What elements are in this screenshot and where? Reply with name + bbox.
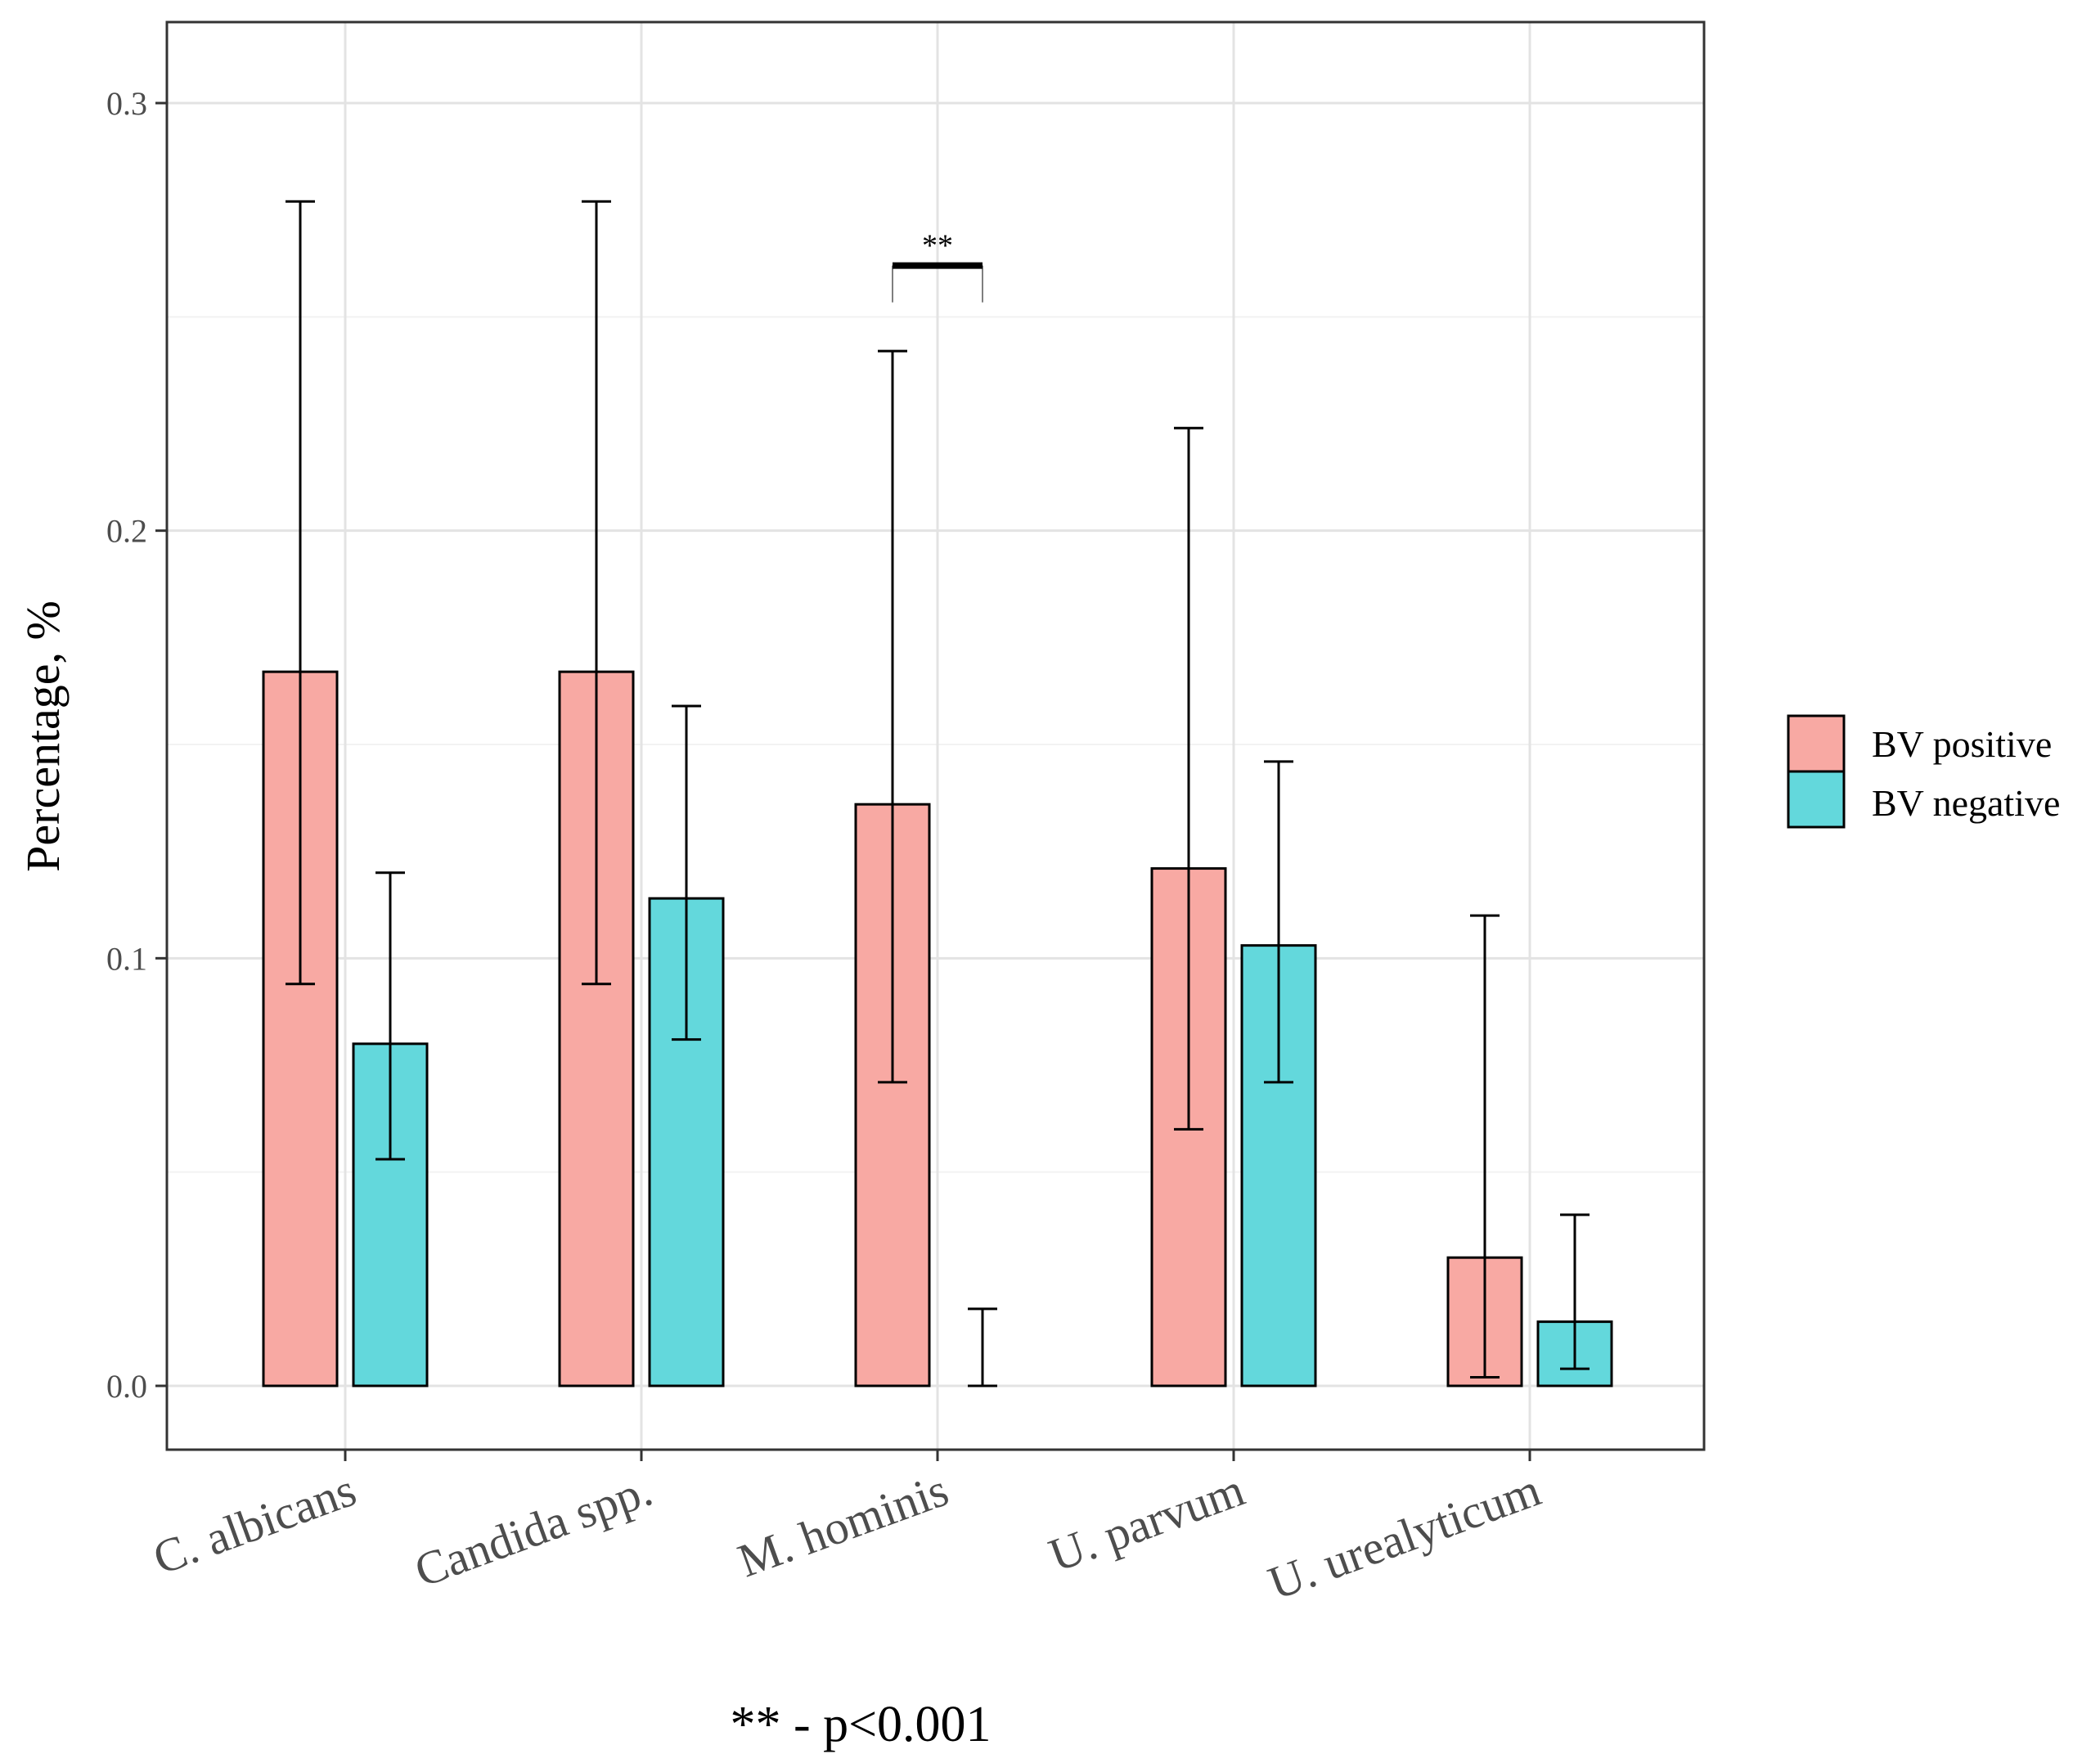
y-axis-title: Percentage, % [16, 600, 70, 872]
x-tick-label-c-albicans: C. albicans [146, 1463, 362, 1585]
grid-lines [167, 22, 1704, 1450]
y-tick-label: 0.3 [106, 85, 147, 122]
y-tick-label: 0.0 [106, 1368, 147, 1405]
y-tick-label: 0.2 [106, 513, 147, 550]
legend-key-bv-negative [1787, 770, 1846, 829]
legend: BV positive BV negative [1787, 714, 2060, 829]
x-tick-label-u-parvum: U. parvum [1042, 1463, 1251, 1582]
x-tick-label-u-urealyticum: U. urealyticum [1261, 1463, 1547, 1610]
x-tick-label-m-hominis: M. hominis [731, 1463, 956, 1588]
panel-border [165, 20, 1706, 1451]
y-tick-label: 0.1 [106, 940, 147, 977]
legend-label-bv-positive: BV positive [1872, 723, 2052, 765]
significance-label: ** [922, 229, 953, 263]
legend-label-bv-negative: BV negative [1872, 782, 2060, 824]
x-tick-label-candida-spp: Candida spp. [407, 1463, 659, 1598]
legend-key-bv-positive [1787, 714, 1846, 773]
error-bars [286, 200, 1590, 1387]
significance-footnote: ** - p<0.001 [730, 1697, 991, 1752]
significance-annotations: ** [892, 229, 983, 303]
